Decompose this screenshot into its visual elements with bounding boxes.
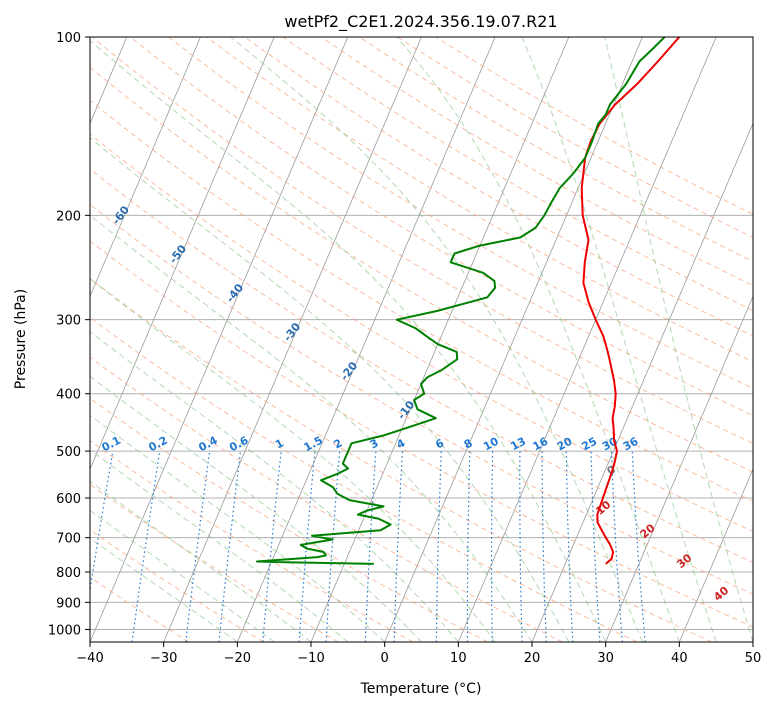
plot-frame: [89, 36, 754, 643]
dry-adiabat-line: [90, 240, 753, 628]
mixing-ratio-line: [364, 451, 377, 642]
isotherm-line: [90, 37, 201, 298]
moist-adiabat-line: [90, 480, 312, 642]
y-tick-label: 900: [56, 596, 81, 611]
moist-adiabat-line: [90, 278, 496, 642]
dry-adiabat-line: [282, 37, 753, 312]
mixing-ratio-label: 10: [481, 435, 501, 454]
x-tick-label: 20: [524, 651, 541, 666]
mixing-ratio-label: 20: [555, 435, 575, 454]
dry-adiabat-line: [130, 37, 753, 417]
dry-adiabat-line: [91, 37, 753, 445]
moist-adiabat-line: [90, 414, 386, 642]
moist-adiabat-line: [90, 509, 275, 642]
mixing-ratio-line: [435, 451, 442, 642]
mixing-ratio-line: [541, 451, 547, 642]
y-tick-label: 400: [56, 388, 81, 403]
mixing-ratio-line: [185, 451, 211, 642]
isotherm-line: [457, 37, 717, 642]
mixing-ratio-line: [631, 451, 646, 642]
moist-adiabat-line: [90, 537, 238, 642]
dry-adiabat-line: [168, 37, 753, 389]
moist-adiabat-line: [395, 37, 680, 642]
isotherm-line: [90, 37, 275, 471]
mixing-ratio-label: 16: [531, 435, 551, 454]
x-tick-label: −30: [150, 651, 177, 666]
x-axis-title: Temperature (°C): [360, 681, 482, 697]
y-axis-title: Pressure (hPa): [13, 289, 29, 389]
chart-title: wetPf2_C2E1.2024.356.19.07.R21: [284, 12, 557, 32]
dewpoint-profile: [255, 37, 666, 565]
mixing-ratio-line: [590, 451, 601, 642]
dry-adiabat-line: [90, 133, 753, 533]
moist-adiabat-line: [229, 37, 643, 642]
isotherm-line: [531, 122, 753, 642]
dry-adiabat-line: [320, 37, 753, 287]
x-tick-label: −40: [76, 651, 103, 666]
isotherm-line: [163, 37, 422, 642]
x-tick-label: 50: [745, 651, 762, 666]
mixing-ratio-label: 36: [621, 435, 641, 454]
dry-adiabat-line: [90, 397, 488, 642]
dry-adiabat-line: [90, 66, 753, 473]
y-tick-label: 700: [56, 532, 81, 547]
mixing-ratio-line: [490, 451, 494, 642]
isotherm-line: [236, 37, 496, 642]
mixing-ratio-line: [298, 451, 316, 642]
dry-adiabat-line: [435, 37, 753, 215]
x-tick-label: 30: [597, 651, 614, 666]
x-tick-label: −10: [297, 651, 324, 666]
dry-adiabat-line: [90, 440, 414, 642]
y-tick-label: 500: [56, 445, 81, 460]
mixing-ratio-line: [565, 451, 574, 642]
mixing-ratio-line: [393, 451, 404, 642]
mixing-ratio-line: [218, 451, 242, 642]
y-tick-label: 100: [56, 31, 81, 46]
y-tick-label: 300: [56, 314, 81, 329]
moist-adiabat-line: [521, 37, 717, 642]
mixing-ratio-line: [610, 451, 623, 642]
dry-adiabat-line: [90, 278, 712, 642]
dry-adiabat-line: [206, 37, 753, 363]
moist-adiabat-line: [90, 330, 459, 642]
mixing-ratio-line: [325, 451, 341, 642]
isotherm-line: [384, 37, 643, 642]
mixing-ratio-line: [519, 451, 523, 642]
mixing-ratio-line: [466, 451, 471, 642]
x-tick-label: 0: [381, 651, 389, 666]
x-tick-label: 10: [450, 651, 467, 666]
temperature-profile: [580, 37, 681, 565]
axes: −40 −30 −20 −10 0 10 20 30 40 50 100 200 300 400 500 60…: [48, 31, 761, 666]
isotherm-line: [678, 468, 753, 642]
y-tick-label: 200: [56, 209, 81, 224]
moist-adiabat-line: [90, 39, 607, 642]
mixing-ratio-label: 13: [508, 435, 528, 454]
y-tick-label: 800: [56, 566, 81, 581]
mixing-ratio-label: 25: [580, 435, 600, 454]
x-tick-label: −20: [224, 651, 251, 666]
mixing-ratio-line: [262, 451, 282, 642]
moist-adiabat-line: [604, 37, 753, 642]
y-tick-label: 1000: [48, 623, 81, 638]
y-tick-label: 600: [56, 492, 81, 507]
x-tick-label: 40: [671, 651, 688, 666]
dry-adiabat-line: [90, 99, 753, 502]
background-lines: [90, 37, 753, 642]
profiles: [255, 37, 681, 565]
moist-adiabat-line: [90, 375, 422, 642]
isotherm-line: [605, 295, 753, 642]
moist-adiabat-line: [90, 214, 533, 642]
moist-adiabat-line: [90, 449, 349, 642]
moist-adiabat-line: [90, 136, 570, 642]
